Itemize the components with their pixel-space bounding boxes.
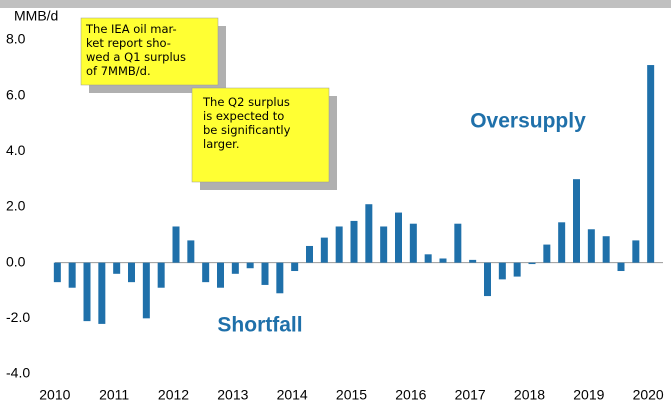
x-tick-label: 2019 [573,387,604,403]
bar [528,262,536,265]
bar [617,262,625,272]
top-band [0,0,671,8]
bar [231,262,239,274]
bar [484,262,491,297]
note-line: be significantly [203,123,291,137]
bar [187,240,195,263]
bar [439,258,447,263]
note-line: wed a Q1 surplus [86,50,186,64]
note-line: ket report sho- [86,36,171,50]
bar [365,204,373,263]
bar [172,226,180,263]
bar [424,254,432,263]
bar [395,212,402,263]
x-tick-label: 2014 [277,387,308,403]
note-box [191,87,330,183]
bar [543,244,551,263]
bar [498,262,506,280]
bar [409,223,417,263]
x-tick-label: 2010 [39,387,70,403]
bar [291,262,299,272]
bar [647,65,655,263]
bar [98,262,106,324]
bar [380,226,388,263]
note-line: is expected to [203,109,284,123]
y-tick-label: 8.0 [6,31,26,47]
x-tick-label: 2020 [633,387,664,403]
bar [602,236,610,263]
bar [113,262,121,274]
x-tick-label: 2013 [217,387,248,403]
annotation: Shortfall [217,314,302,337]
x-tick-label: 2017 [455,387,486,403]
bar [261,262,269,285]
bar [68,262,76,288]
y-tick-label: 2.0 [6,198,26,214]
x-tick-label: 2011 [99,387,129,403]
bar [128,262,135,283]
x-tick-label: 2018 [514,387,545,403]
bar [83,262,91,322]
note-line: The IEA oil mar- [85,22,177,36]
bar [306,245,313,263]
bar [632,240,640,263]
bar [157,262,165,288]
annotation: Oversupply [470,110,586,133]
bar [587,229,595,263]
bar [217,262,224,288]
bar [335,226,343,263]
bar [246,262,254,269]
bar [513,262,521,277]
bar [142,262,150,319]
bar [469,259,477,263]
note-box [80,17,219,86]
bar [276,262,284,294]
y-tick-label: -2.0 [6,309,30,325]
note-line: larger. [203,137,239,151]
note-line: The Q2 surplus [202,95,290,109]
x-tick-label: 2016 [395,387,426,403]
x-tick-label: 2015 [336,387,367,403]
y-tick-label: -4.0 [6,365,30,381]
y-tick-label: 4.0 [6,142,26,158]
axis-unit: MMB/d [14,8,58,24]
bar [202,262,210,283]
bar [350,220,358,263]
y-tick-label: 0.0 [6,253,26,269]
note-line: of 7MMB/d. [86,64,151,78]
bar [573,179,580,263]
y-tick-label: 6.0 [6,86,26,102]
bar [320,237,328,263]
note: The IEA oil mar-ket report sho-wed a Q1 … [80,17,226,93]
x-tick-label: 2012 [158,387,189,403]
bar [558,222,566,263]
bar [454,223,462,263]
bar [53,262,61,283]
